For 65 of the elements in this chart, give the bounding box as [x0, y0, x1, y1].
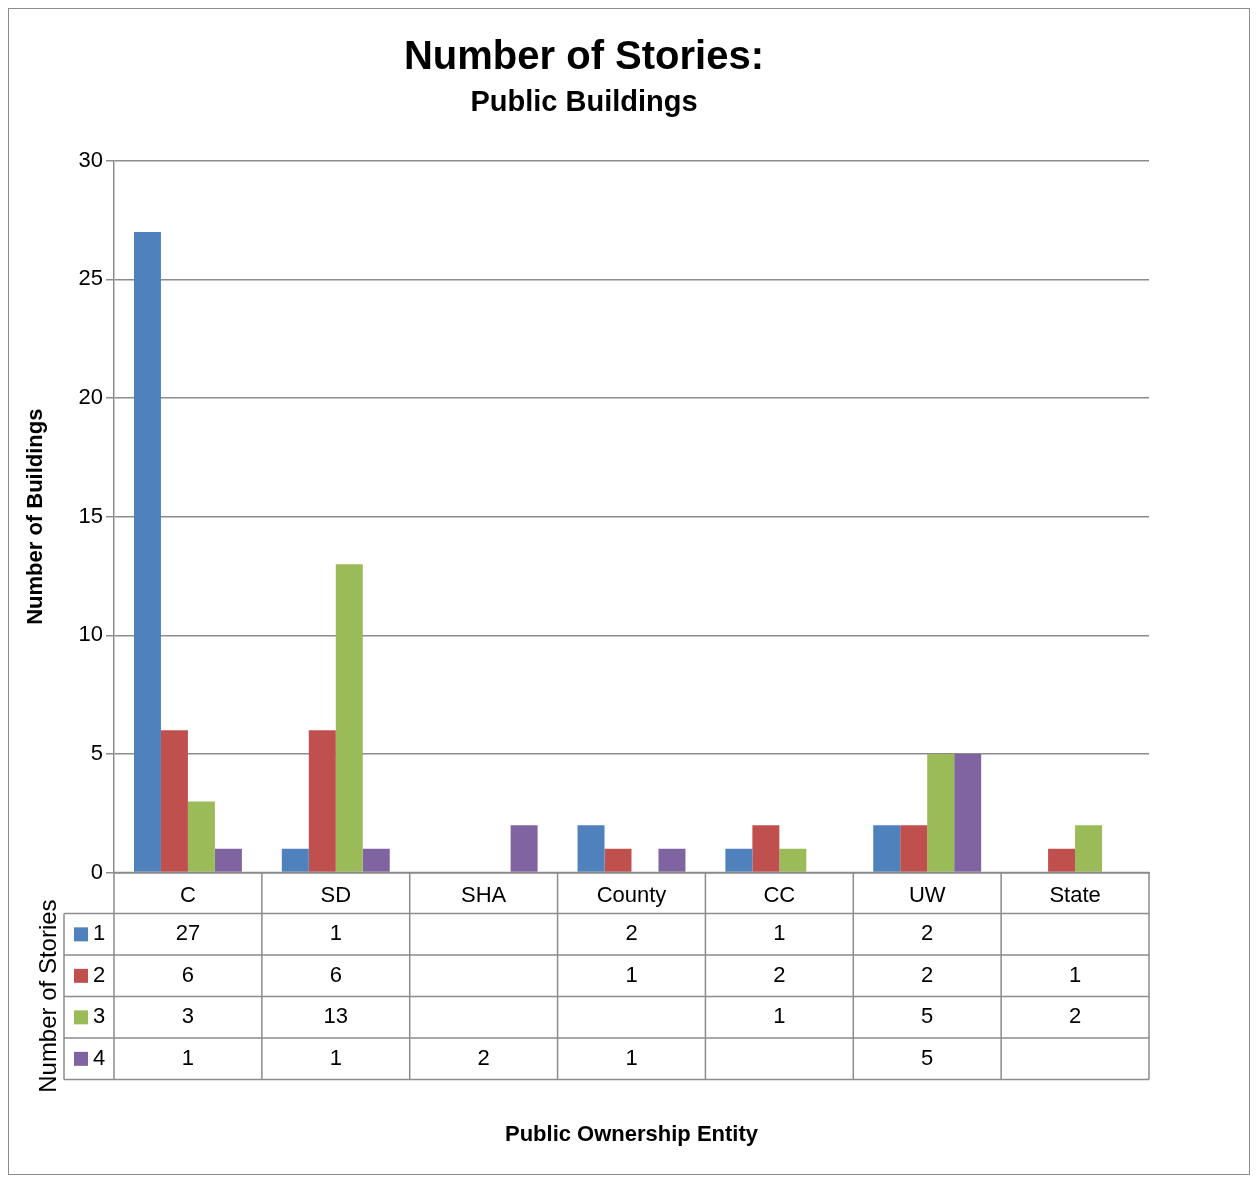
chart-title: Number of Stories: [403, 33, 765, 78]
y-tick-label: 20 [78, 384, 103, 410]
bar [873, 825, 901, 872]
bar [752, 825, 780, 872]
bar [335, 564, 363, 872]
data-label: 27 [175, 920, 201, 946]
data-label: 1 [329, 920, 342, 946]
text: Public Ownership Entity [504, 1120, 759, 1146]
legend-label: 2 [93, 961, 106, 987]
data-label: 2 [1068, 1003, 1082, 1029]
data-label: 1 [773, 920, 786, 946]
data-label: 2 [921, 920, 934, 946]
legend-label: 4 [93, 1044, 106, 1070]
bar [214, 848, 242, 872]
bar [1048, 848, 1076, 872]
data-label: 2 [477, 1044, 490, 1070]
bar [1075, 825, 1103, 872]
x-tick-label: County [596, 881, 667, 907]
data-label: 5 [921, 1003, 934, 1029]
x-tick-label: State [1049, 881, 1101, 907]
x-tick-label: C [179, 881, 196, 907]
data-label: 6 [181, 961, 195, 987]
x-tick-label: SHA [461, 881, 507, 907]
data-label: 13 [323, 1003, 349, 1029]
bar [604, 848, 632, 872]
bar [510, 825, 538, 872]
bar [725, 848, 753, 872]
data-label: 1 [625, 1044, 638, 1070]
bar [187, 801, 215, 872]
y-tick-label: 30 [78, 146, 103, 172]
data-label: 3 [181, 1003, 195, 1029]
data-label: 2 [921, 961, 934, 987]
bar [927, 753, 955, 872]
data-label: 5 [921, 1044, 934, 1070]
data-label: 1 [181, 1044, 195, 1070]
y-tick-label: 25 [78, 265, 103, 291]
bar [281, 848, 309, 872]
x-tick-label: UW [908, 881, 946, 907]
data-label: 1 [1068, 961, 1082, 987]
y-tick-label: 15 [78, 502, 103, 528]
y-tick-label: 5 [90, 740, 103, 766]
legend-label: 3 [93, 1003, 106, 1029]
x-tick-label: CC [763, 881, 796, 907]
data-label: 6 [329, 961, 342, 987]
bar [577, 825, 605, 872]
y-tick-label: 10 [78, 621, 103, 647]
legend-label: 1 [93, 920, 106, 946]
data-label: 1 [329, 1044, 342, 1070]
y-axis-title: Number of Buildings [22, 408, 48, 625]
data-label: 2 [773, 961, 786, 987]
legend-title: Number of Stories [33, 899, 61, 1093]
bar [954, 753, 982, 872]
bar [308, 730, 336, 872]
bar [362, 848, 390, 872]
data-label: 1 [773, 1003, 786, 1029]
bar [779, 848, 807, 872]
y-tick-label: 0 [90, 858, 103, 884]
bar [900, 825, 928, 872]
bar [658, 848, 686, 872]
x-tick-label: SD [320, 881, 352, 907]
data-label: 2 [625, 920, 638, 946]
bar [160, 730, 188, 872]
bar [133, 231, 161, 872]
chart-subtitle: Public Buildings [470, 85, 698, 118]
data-label: 1 [625, 961, 638, 987]
